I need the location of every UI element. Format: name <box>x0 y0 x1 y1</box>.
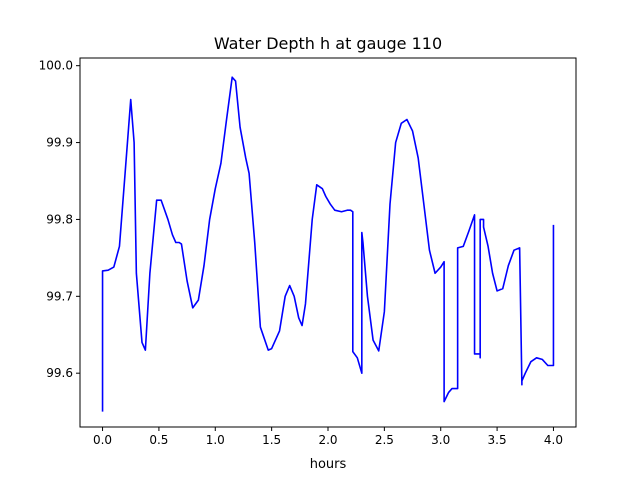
x-tick-label: 4.0 <box>544 433 563 447</box>
y-tick-label: 99.8 <box>46 212 73 226</box>
plot-area <box>101 76 555 412</box>
x-tick-label: 0.5 <box>149 433 168 447</box>
x-axis: 0.0 0.5 1.0 1.5 2.0 2.5 3.0 3.5 4.0 <box>93 427 563 447</box>
y-tick-label: 99.6 <box>46 366 73 380</box>
x-tick-label: 0.0 <box>93 433 112 447</box>
y-tick-label: 99.9 <box>46 136 73 150</box>
x-tick-label: 2.0 <box>318 433 337 447</box>
x-tick-label: 1.5 <box>262 433 281 447</box>
x-tick-label: 3.0 <box>431 433 450 447</box>
series-line-0 <box>101 76 555 412</box>
y-axis: 99.6 99.7 99.8 99.9 100.0 <box>39 59 80 380</box>
x-axis-label: hours <box>310 457 347 472</box>
x-tick-label: 1.0 <box>206 433 225 447</box>
chart-title: Water Depth h at gauge 110 <box>214 34 442 53</box>
y-tick-label: 99.7 <box>46 289 73 303</box>
x-tick-label: 3.5 <box>488 433 507 447</box>
plot-frame <box>79 57 577 428</box>
y-tick-label: 100.0 <box>39 59 73 73</box>
x-tick-label: 2.5 <box>375 433 394 447</box>
